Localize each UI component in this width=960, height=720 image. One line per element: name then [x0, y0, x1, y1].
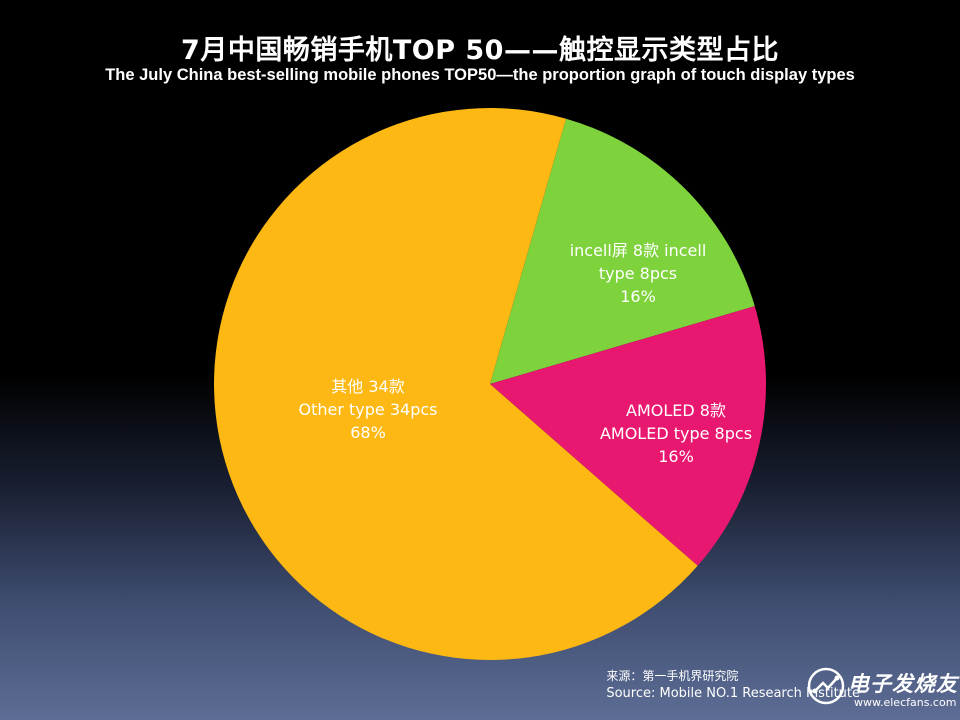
chart-subtitle: The July China best-selling mobile phone…	[105, 66, 855, 84]
source-en: Source: Mobile NO.1 Research Institute	[606, 686, 860, 701]
watermark-logo-icon	[807, 667, 845, 705]
watermark: 电子发烧友 www.elecfans.com	[806, 664, 957, 716]
watermark-url: www.elecfans.com	[854, 696, 957, 709]
pie-slice-0	[490, 118, 755, 384]
pie-slice-label-line: 68%	[350, 423, 386, 442]
pie-slice-2	[214, 107, 698, 660]
pie-slice-label-line: AMOLED 8款	[626, 401, 726, 420]
pie-slice-label-line: incell屏 8款 incell	[570, 241, 707, 260]
pie-slice-label-line: Other type 34pcs	[299, 400, 438, 419]
pie-slice-label-0: incell屏 8款 incell type 8pcs 16%	[570, 241, 707, 306]
watermark-name: 电子发烧友	[848, 672, 958, 696]
pie-slice-label-2: 其他 34款 Other type 34pcs 68%	[299, 377, 438, 442]
chart-title: 7月中国畅销手机TOP 50——触控显示类型占比	[181, 35, 779, 66]
pie-slice-label-line: type 8pcs	[599, 264, 677, 283]
source-note: 来源：第一手机界研究院 Source: Mobile NO.1 Research…	[606, 668, 860, 702]
pie-slice-label-line: 16%	[658, 447, 694, 466]
pie-slices	[214, 107, 766, 660]
source-zh: 来源：第一手机界研究院	[606, 669, 739, 683]
pie-slice-label-line: 其他 34款	[331, 377, 404, 396]
pie-labels: incell屏 8款 incell type 8pcs 16%AMOLED 8款 AM…	[299, 241, 753, 466]
pie-slice-label-1: AMOLED 8款 AMOLED type 8pcs 16%	[600, 401, 752, 466]
pie-slice-1	[490, 306, 766, 566]
pie-slice-label-line: AMOLED type 8pcs	[600, 424, 752, 443]
pie-slice-label-line: 16%	[620, 287, 656, 306]
